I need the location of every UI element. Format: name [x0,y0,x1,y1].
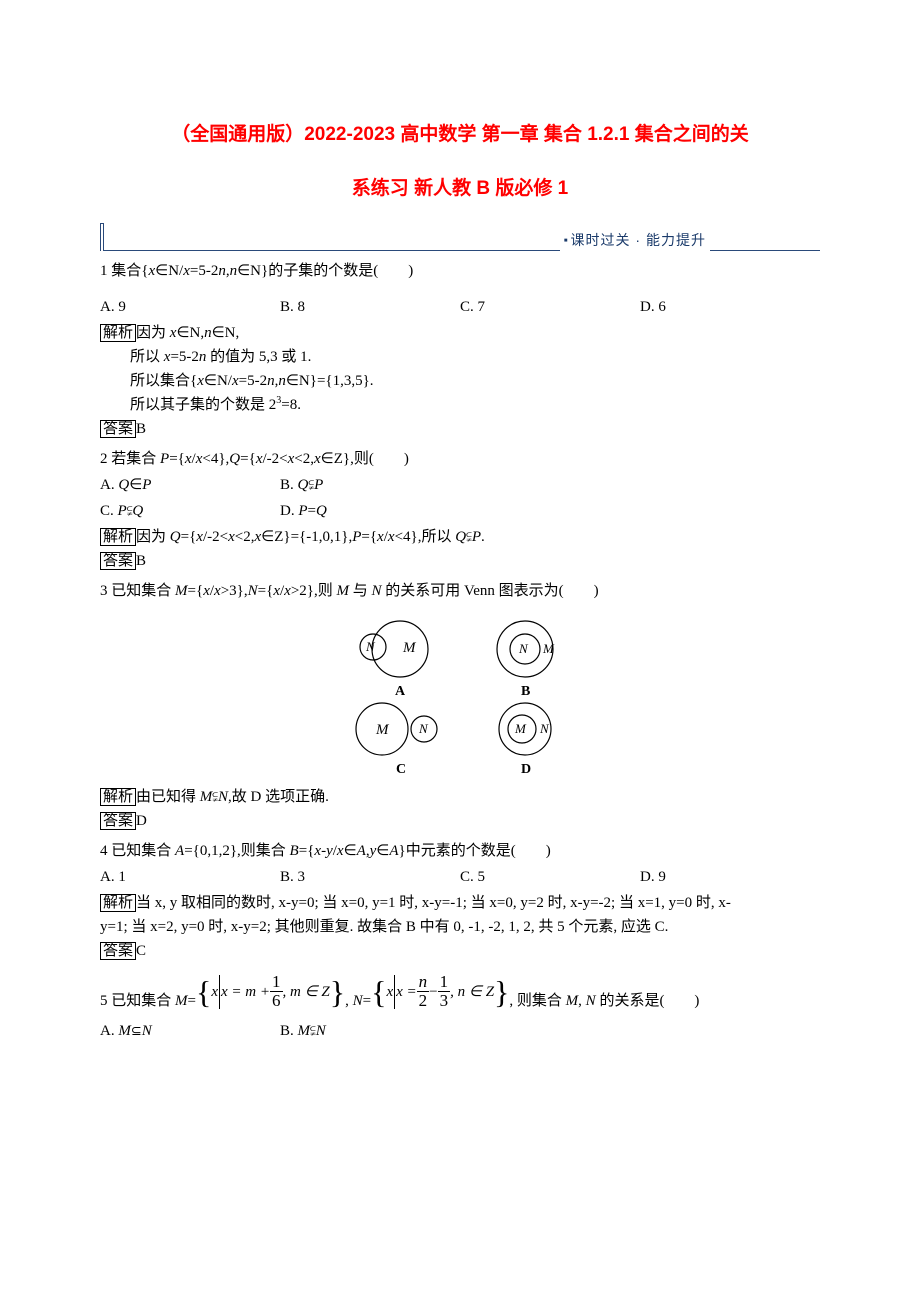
q5-mid: , N= [345,989,371,1015]
q4-options: A. 1 B. 3 C. 5 D. 9 [100,865,820,889]
q2-analysis: 解析因为 Q={x/-2<x<2,x∈Z}={-1,0,1},P={x/x<4}… [100,525,820,549]
svg-text:M: M [514,721,527,736]
svg-text:D: D [521,762,531,777]
q1-stem: 1 集合{x∈N/x=5-2n,n∈N}的子集的个数是( ) [100,259,820,283]
q5-tail: , 则集合 M, N 的关系是( ) [509,989,699,1015]
q1-analysis-3: 所以集合{x∈N/x=5-2n,n∈N}={1,3,5}. [100,369,820,393]
divider-icon [219,975,220,1009]
analysis-label: 解析 [100,528,136,546]
q1-text: 1 集合{x∈N/x=5-2n,n∈N}的子集的个数是( ) [100,263,413,279]
analysis-label: 解析 [100,894,136,912]
q1-options: A. 9 B. 8 C. 7 D. 6 [100,295,820,319]
bar-box-icon [100,223,104,251]
svg-text:N: N [539,721,550,736]
svg-text:N: N [418,721,429,736]
q1-opt-c: C. 7 [460,295,640,319]
q1-answer: 答案B [100,417,820,441]
q5-set-1: { x x = m + 16 , m ∈ Z } [196,969,345,1015]
q5-lead: 5 已知集合 M= [100,989,196,1015]
q4-opt-b: B. 3 [280,865,460,889]
q3-analysis: 解析由已知得 M⫋N,故 D 选项正确. [100,785,820,809]
q5-opt-a: A. M⊆N [100,1019,280,1043]
q1-analysis: 解析因为 x∈N,n∈N, [100,321,820,345]
analysis-label: 解析 [100,324,136,342]
svg-text:B: B [521,684,530,699]
q2-opt-b: B. Q⫋P [280,473,460,497]
answer-label: 答案 [100,942,136,960]
venn-diagram: N M A N M B M N C M N D [100,609,820,779]
svg-text:N: N [518,641,529,656]
q5-stem: 5 已知集合 M= { x x = m + 16 , m ∈ Z } , N= … [100,969,820,1015]
svg-text:M: M [402,640,417,656]
q2-opt-a: A. Q∈P [100,473,280,497]
svg-text:A: A [395,684,406,699]
analysis-label: 解析 [100,788,136,806]
q2-opt-d: D. P=Q [280,499,460,523]
q1-analysis-2: 所以 x=5-2n 的值为 5,3 或 1. [100,345,820,369]
q2-options-1: A. Q∈P B. Q⫋P [100,473,820,497]
q1-opt-b: B. 8 [280,295,460,319]
q2-answer: 答案B [100,549,820,573]
divider-icon [394,975,395,1009]
title-line-2: 系练习 新人教 B 版必修 1 [100,174,820,204]
q3-stem: 3 已知集合 M={x/x>3},N={x/x>2},则 M 与 N 的关系可用… [100,579,820,603]
svg-text:M: M [375,722,390,738]
q1-opt-d: D. 6 [640,295,666,319]
q2-opt-c: C. P⫋Q [100,499,280,523]
q2-options-2: C. P⫋Q D. P=Q [100,499,820,523]
q1-analysis-4: 所以其子集的个数是 23=8. [100,393,820,417]
q5-options: A. M⊆N B. M⫋N [100,1019,820,1043]
section-bar: 课时过关 · 能力提升 [100,223,820,251]
q4-analysis-1: 解析当 x, y 取相同的数时, x-y=0; 当 x=0, y=1 时, x-… [100,891,820,915]
venn-svg: N M A N M B M N C M N D [320,609,600,779]
answer-label: 答案 [100,812,136,830]
q1-opt-a: A. 9 [100,295,280,319]
q4-answer: 答案C [100,939,820,963]
svg-text:N: N [365,639,376,654]
bar-line: 课时过关 · 能力提升 [104,250,820,251]
svg-text:M: M [542,641,555,656]
q4-opt-a: A. 1 [100,865,280,889]
svg-text:C: C [396,762,406,777]
q2-stem: 2 若集合 P={x/x<4},Q={x/-2<x<2,x∈Z},则( ) [100,447,820,471]
q4-stem: 4 已知集合 A={0,1,2},则集合 B={x-y/x∈A,y∈A}中元素的… [100,839,820,863]
title-line-1: （全国通用版）2022-2023 高中数学 第一章 集合 1.2.1 集合之间的… [100,120,820,150]
q5-set-2: { x x = n2 − 13 , n ∈ Z } [371,969,509,1015]
answer-label: 答案 [100,420,136,438]
q3-answer: 答案D [100,809,820,833]
q4-opt-c: C. 5 [460,865,640,889]
q4-opt-d: D. 9 [640,865,666,889]
bar-text: 课时过关 · 能力提升 [560,229,710,251]
answer-label: 答案 [100,552,136,570]
q4-analysis-2: y=1; 当 x=2, y=0 时, x-y=2; 其他则重复. 故集合 B 中… [100,915,820,939]
q5-opt-b: B. M⫋N [280,1019,460,1043]
